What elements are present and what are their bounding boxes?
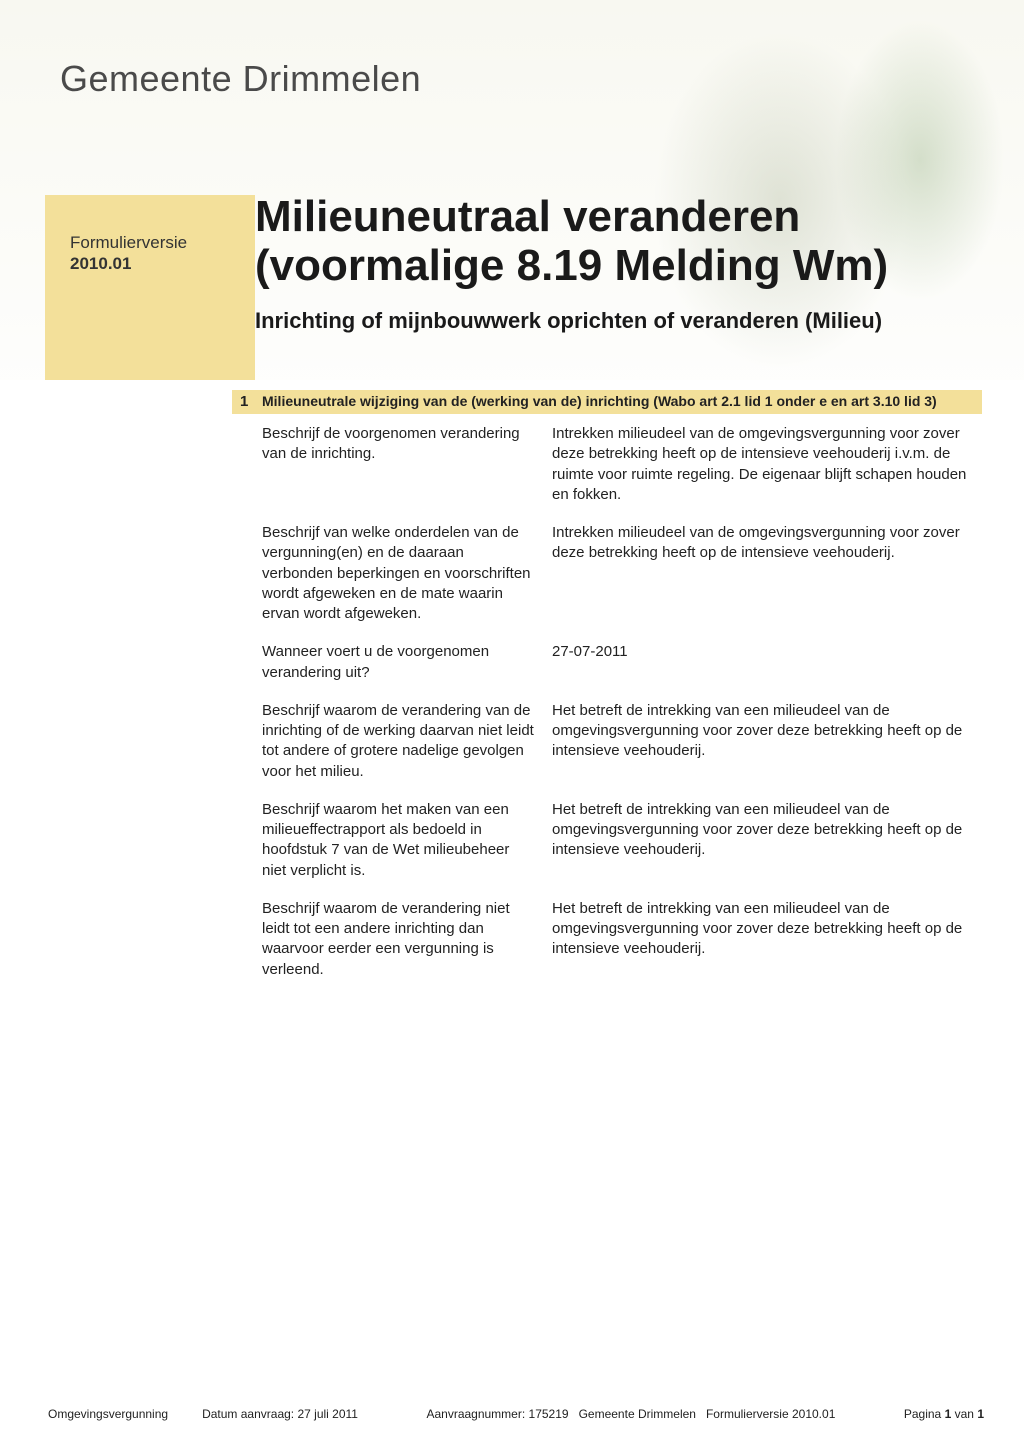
qa-block: Beschrijf de voorgenomen verandering van… [262, 424, 982, 998]
qa-answer: Het betreft de intrekking van een milieu… [552, 899, 982, 980]
footer-form-version-label: Formulierversie [706, 1407, 789, 1421]
footer-page-current: 1 [945, 1407, 952, 1421]
qa-row: Beschrijf waarom het maken van een milie… [262, 800, 982, 881]
qa-row: Beschrijf de voorgenomen verandering van… [262, 424, 982, 505]
qa-answer: 27-07-2011 [552, 642, 982, 683]
qa-question: Beschrijf waarom de verandering niet lei… [262, 899, 552, 980]
qa-question: Wanneer voert u de voorgenomen veranderi… [262, 642, 552, 683]
qa-row: Beschrijf waarom de verandering van de i… [262, 701, 982, 782]
main-title: Milieuneutraal veranderen (voormalige 8.… [255, 180, 980, 301]
footer-date-value: 27 juli 2011 [297, 1407, 358, 1421]
section-title: Milieuneutrale wijziging van de (werking… [262, 393, 937, 409]
qa-question: Beschrijf waarom de verandering van de i… [262, 701, 552, 782]
qa-answer: Het betreft de intrekking van een milieu… [552, 800, 982, 881]
title-panel: Milieuneutraal veranderen (voormalige 8.… [255, 180, 980, 346]
footer-date: Datum aanvraag: 27 juli 2011 [202, 1407, 358, 1421]
footer: Omgevingsvergunning Datum aanvraag: 27 j… [48, 1407, 984, 1421]
section-header-bar: 1 Milieuneutrale wijziging van de (werki… [232, 390, 982, 414]
organization-name: Gemeente Drimmelen [60, 58, 421, 100]
footer-form-version-value: 2010.01 [792, 1407, 835, 1421]
qa-question: Beschrijf waarom het maken van een milie… [262, 800, 552, 881]
form-version-label: Formulierversie 2010.01 [70, 232, 240, 275]
qa-row: Beschrijf van welke onderdelen van de ve… [262, 523, 982, 624]
qa-question: Beschrijf de voorgenomen verandering van… [262, 424, 552, 505]
footer-page-total: 1 [977, 1407, 984, 1421]
footer-page: Pagina 1 van 1 [904, 1407, 984, 1421]
section-number: 1 [240, 393, 248, 410]
footer-doc-type: Omgevingsvergunning [48, 1407, 168, 1421]
footer-request-label: Aanvraagnummer: [426, 1407, 525, 1421]
sidebar-block [45, 195, 255, 380]
qa-row: Beschrijf waarom de verandering niet lei… [262, 899, 982, 980]
footer-page-pre: Pagina [904, 1407, 941, 1421]
qa-answer: Intrekken milieudeel van de omgevingsver… [552, 523, 982, 624]
qa-answer: Het betreft de intrekking van een milieu… [552, 701, 982, 782]
form-version-value: 2010.01 [70, 253, 240, 274]
footer-request-value: 175219 [529, 1407, 569, 1421]
footer-request: Aanvraagnummer: 175219 [426, 1407, 568, 1421]
qa-row: Wanneer voert u de voorgenomen veranderi… [262, 642, 982, 683]
qa-answer: Intrekken milieudeel van de omgevingsver… [552, 424, 982, 505]
subtitle: Inrichting of mijnbouwwerk oprichten of … [255, 301, 980, 347]
footer-form-version: Formulierversie 2010.01 [706, 1407, 835, 1421]
footer-page-of: van [955, 1407, 974, 1421]
form-version-label-text: Formulierversie [70, 232, 240, 253]
footer-mid: Aanvraagnummer: 175219 Gemeente Drimmele… [426, 1407, 835, 1421]
qa-question: Beschrijf van welke onderdelen van de ve… [262, 523, 552, 624]
page: Gemeente Drimmelen Formulierversie 2010.… [0, 0, 1024, 1449]
footer-municipality: Gemeente Drimmelen [579, 1407, 696, 1421]
footer-date-label: Datum aanvraag: [202, 1407, 294, 1421]
footer-left: Omgevingsvergunning Datum aanvraag: 27 j… [48, 1407, 358, 1421]
